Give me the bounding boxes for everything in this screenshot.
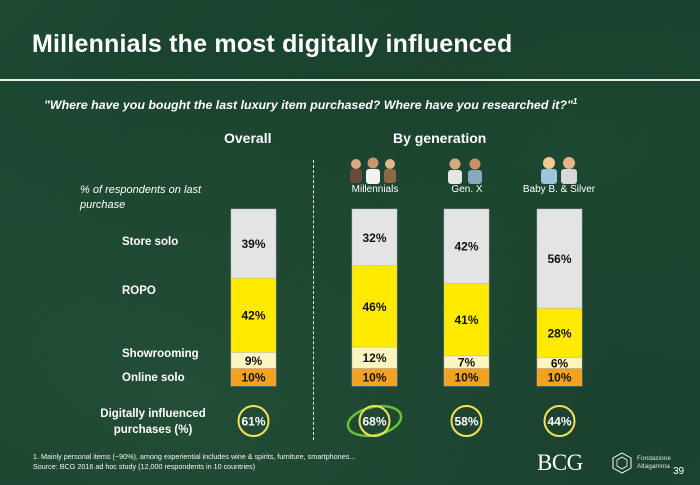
bar-label-showrooming-overall: 9% xyxy=(245,354,263,368)
digital-share-label-baby-b-silver: 44% xyxy=(547,415,571,429)
altagamma-logo-icon xyxy=(612,452,632,474)
baby-boomers-people-icon xyxy=(541,157,577,184)
row-label-ropo: ROPO xyxy=(122,285,156,297)
digital-share-circle-millennials xyxy=(358,405,391,437)
partner-logo-text: Fondazione Altagamma xyxy=(637,455,671,471)
highlight-ring-millennials xyxy=(346,404,403,438)
bar-label-store-solo-gen-x: 42% xyxy=(454,240,478,254)
section-divider xyxy=(313,160,314,440)
overall-heading: Overall xyxy=(224,130,272,146)
bar-segment-store-solo-baby-b-silver xyxy=(536,208,583,309)
bar-label-online-solo-millennials: 10% xyxy=(362,371,386,385)
row-label-store-solo: Store solo xyxy=(122,236,179,248)
bar-segment-store-solo-gen-x xyxy=(443,208,490,284)
bar-label-store-solo-millennials: 32% xyxy=(362,231,386,245)
generation-label-gen-x: Gen. X xyxy=(451,184,483,195)
millennials-people-icon xyxy=(350,157,396,184)
bar-segment-ropo-overall xyxy=(230,277,277,353)
bar-label-ropo-gen-x: 41% xyxy=(454,313,478,327)
footnote-line-1: 1. Mainly personal items (~90%), among e… xyxy=(33,452,356,461)
digital-share-circle-baby-b-silver xyxy=(543,405,576,437)
digital-share-circle-gen-x xyxy=(450,405,483,437)
bar-label-store-solo-overall: 39% xyxy=(241,237,265,251)
row-label-digitally-influenced: Digitally influenced purchases (%) xyxy=(100,408,206,436)
bar-segment-ropo-baby-b-silver xyxy=(536,307,583,358)
digital-share-label-overall: 61% xyxy=(241,415,265,429)
footnote-source: Source: BCG 2016 ad hoc study (12,000 re… xyxy=(33,461,256,471)
bar-segment-store-solo-millennials xyxy=(351,208,398,266)
digital-share-label-gen-x: 58% xyxy=(454,415,478,429)
generation-label-baby-boomers: Baby B. & Silver xyxy=(522,184,596,195)
bar-label-online-solo-baby-b-silver: 10% xyxy=(547,371,571,385)
bar-segment-ropo-gen-x xyxy=(443,283,490,357)
bar-label-ropo-millennials: 46% xyxy=(362,300,386,314)
bar-label-ropo-overall: 42% xyxy=(241,309,265,323)
bar-label-online-solo-overall: 10% xyxy=(241,371,265,385)
footnote-marker: 1 xyxy=(572,97,578,106)
footnote: 1. Mainly personal items (~90%), among e… xyxy=(33,452,355,471)
bar-segment-ropo-millennials xyxy=(351,265,398,348)
partner-logo-line-1: Fondazione xyxy=(637,455,671,462)
partner-logo-line-2: Altagamma xyxy=(637,463,670,470)
row-label-showrooming: Showrooming xyxy=(122,348,199,360)
title-divider xyxy=(0,79,700,81)
digital-share-circle-overall xyxy=(237,405,270,437)
slide-title: Millennials the most digitally influence… xyxy=(32,30,513,58)
bar-segment-store-solo-overall xyxy=(230,208,277,279)
bcg-logo: BCG xyxy=(537,450,583,475)
row-label-online-solo: Online solo xyxy=(122,372,185,384)
by-generation-heading: By generation xyxy=(393,130,487,146)
digital-share-label-millennials: 68% xyxy=(362,415,386,429)
bar-label-showrooming-millennials: 12% xyxy=(362,351,386,365)
bar-label-ropo-baby-b-silver: 28% xyxy=(547,326,571,340)
survey-question: "Where have you bought the last luxury i… xyxy=(44,97,577,112)
bar-label-store-solo-baby-b-silver: 56% xyxy=(547,252,571,266)
generation-label-millennials: Millennials xyxy=(351,184,399,195)
bar-label-showrooming-baby-b-silver: 6% xyxy=(551,356,569,370)
gen-x-people-icon xyxy=(448,158,482,184)
axis-note: % of respondents on last purchase xyxy=(80,184,202,211)
page-number: 39 xyxy=(673,466,685,477)
bar-label-showrooming-gen-x: 7% xyxy=(458,356,476,370)
bar-label-online-solo-gen-x: 10% xyxy=(454,371,478,385)
survey-question-text: "Where have you bought the last luxury i… xyxy=(44,98,573,113)
